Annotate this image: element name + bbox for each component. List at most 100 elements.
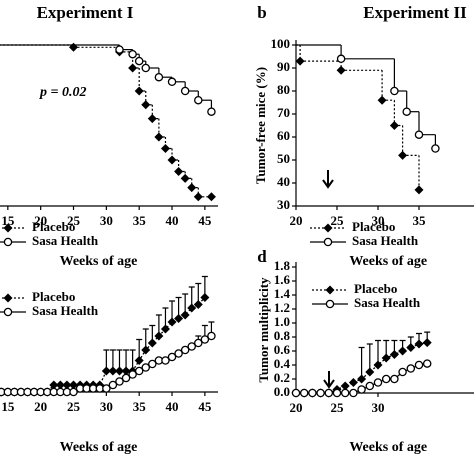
y-tick-label: 0.0 xyxy=(274,384,290,399)
x-tick-label: 25 xyxy=(67,213,81,228)
marker-diamond xyxy=(389,121,399,130)
marker-diamond xyxy=(49,380,59,390)
marker-diamond xyxy=(414,185,424,195)
marker-circle xyxy=(365,381,375,391)
marker-diamond xyxy=(187,303,197,313)
marker-circle xyxy=(121,373,131,383)
legend-label: Placebo xyxy=(32,219,75,234)
marker-circle xyxy=(115,45,124,54)
marker-diamond xyxy=(336,65,346,75)
marker-diamond xyxy=(141,100,151,110)
marker-circle xyxy=(332,388,342,398)
marker-diamond xyxy=(398,150,408,160)
marker-diamond xyxy=(206,192,216,202)
marker-diamond xyxy=(414,339,424,349)
y-tick-label: 0.2 xyxy=(274,370,290,385)
y-tick-label: 1.2 xyxy=(274,300,290,315)
legend-marker xyxy=(3,307,13,317)
x-axis-label: Weeks of age xyxy=(349,254,427,269)
marker-circle xyxy=(414,130,424,139)
y-tick-label: 1.0 xyxy=(274,314,290,329)
legend-label: Sasa Health xyxy=(354,295,421,310)
legend-label: Sasa Health xyxy=(32,303,99,318)
treatment-arrow xyxy=(323,371,335,389)
error-bar xyxy=(358,346,365,379)
legend-marker xyxy=(3,237,13,247)
marker-diamond xyxy=(55,380,65,390)
marker-circle xyxy=(316,388,325,398)
x-tick-label: 15 xyxy=(1,399,15,414)
y-tick-label: 1.8 xyxy=(274,258,291,273)
x-tick-label: 40 xyxy=(166,399,179,414)
marker-diamond xyxy=(180,173,190,183)
annotation: p = 0.02 xyxy=(39,85,86,100)
x-tick-label: 25 xyxy=(331,400,345,415)
marker-circle xyxy=(402,107,411,116)
marker-circle xyxy=(194,95,203,105)
marker-circle xyxy=(381,374,391,384)
y-axis-label: Tumor multiplicity xyxy=(256,277,271,383)
marker-circle xyxy=(180,86,190,96)
marker-circle xyxy=(187,342,196,351)
marker-circle xyxy=(115,377,124,386)
legend-marker xyxy=(323,223,333,233)
marker-circle xyxy=(308,388,317,398)
marker-circle xyxy=(299,388,309,398)
x-tick-label: 20 xyxy=(34,399,47,414)
panel-title: Experiment II xyxy=(363,3,467,22)
marker-circle xyxy=(207,107,216,116)
marker-circle xyxy=(349,388,358,398)
legend-label: Sasa Health xyxy=(352,233,419,248)
y-tick-label: 60 xyxy=(277,128,290,143)
marker-circle xyxy=(141,63,151,73)
marker-diamond xyxy=(295,56,305,66)
y-tick-label: 0.6 xyxy=(274,342,291,357)
y-tick-label: 100 xyxy=(271,36,291,51)
x-tick-label: 20 xyxy=(34,213,47,228)
marker-circle xyxy=(398,367,407,377)
marker-diamond xyxy=(406,343,416,352)
marker-circle xyxy=(141,363,151,372)
marker-circle xyxy=(174,349,183,358)
y-tick-label: 80 xyxy=(277,82,290,97)
panel-label: d xyxy=(257,247,267,266)
legend-label: Placebo xyxy=(352,219,395,234)
marker-diamond xyxy=(373,360,383,370)
marker-diamond xyxy=(121,366,131,376)
marker-diamond xyxy=(154,331,164,341)
x-tick-label: 35 xyxy=(133,399,147,414)
y-tick-label: 0.4 xyxy=(274,356,291,371)
x-tick-label: 30 xyxy=(372,213,385,228)
marker-circle xyxy=(373,378,383,387)
marker-diamond xyxy=(187,183,197,193)
marker-circle xyxy=(431,144,440,153)
marker-diamond xyxy=(377,95,387,105)
marker-diamond xyxy=(174,167,184,176)
marker-circle xyxy=(406,364,416,373)
marker-diamond xyxy=(398,346,408,356)
marker-diamond xyxy=(389,350,399,359)
y-tick-label: 1.6 xyxy=(274,272,291,287)
marker-diamond xyxy=(193,300,203,309)
y-tick-label: 90 xyxy=(277,59,290,74)
marker-circle xyxy=(390,374,399,384)
marker-diamond xyxy=(167,155,177,165)
marker-circle xyxy=(357,385,366,394)
marker-diamond xyxy=(348,378,358,387)
marker-diamond xyxy=(108,366,118,376)
x-axis-label: Weeks of age xyxy=(349,440,427,455)
legend-label: Placebo xyxy=(32,289,75,304)
marker-diamond xyxy=(167,317,177,327)
x-tick-label: 30 xyxy=(372,400,385,415)
legend-marker xyxy=(3,293,13,303)
x-tick-label: 40 xyxy=(166,213,179,228)
x-tick-label: 25 xyxy=(67,399,81,414)
treatment-arrow xyxy=(322,170,334,189)
marker-diamond xyxy=(340,381,350,391)
marker-diamond xyxy=(114,366,124,376)
legend-marker xyxy=(3,223,13,233)
marker-circle xyxy=(200,335,210,344)
marker-circle xyxy=(148,359,157,369)
marker-circle xyxy=(390,86,399,96)
